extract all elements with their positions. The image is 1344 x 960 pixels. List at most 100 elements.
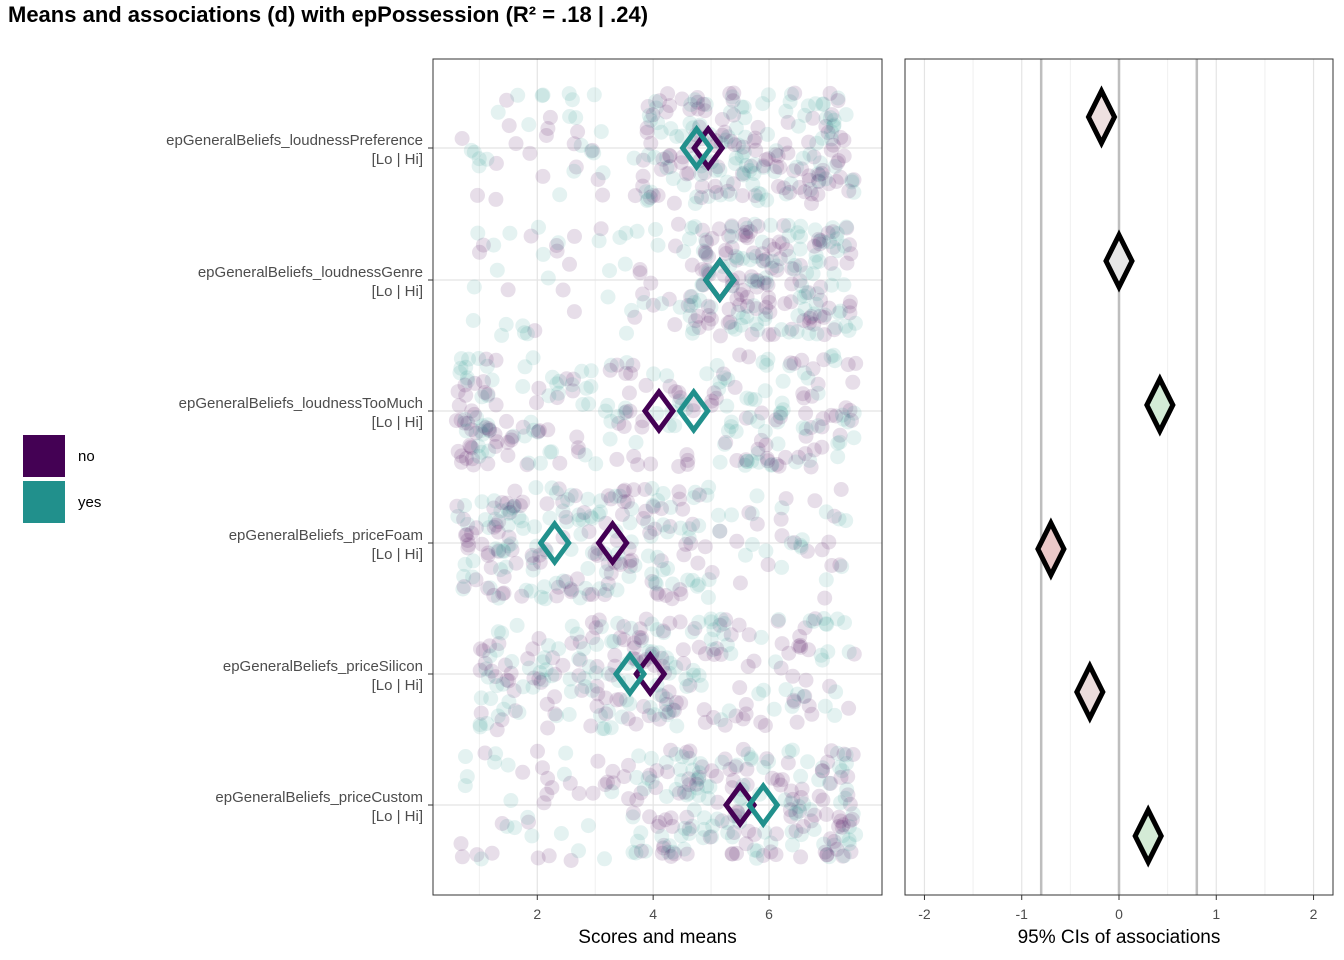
score-point [684,257,700,273]
score-point [622,553,638,569]
score-point [680,572,696,588]
score-point [673,586,689,602]
score-point [784,276,800,292]
score-point [494,816,510,831]
score-point [691,769,707,785]
score-point [659,150,675,166]
score-point [581,396,597,412]
score-point [685,321,701,337]
score-point [735,282,751,298]
score-point [475,643,491,659]
score-point [821,534,837,550]
score-point [490,104,506,120]
score-point [792,803,808,819]
score-point [801,698,817,714]
score-point [818,110,834,126]
score-point [454,131,470,146]
score-point [815,792,831,808]
score-point [648,94,664,109]
score-point [662,378,678,394]
score-point [506,428,521,444]
score-point [685,516,701,532]
score-point [755,158,771,174]
score-point [815,760,830,776]
score-point [650,115,666,131]
score-point [816,611,832,626]
score-point [827,159,843,174]
score-point [738,410,754,426]
score-point [750,193,766,209]
score-point [508,136,524,152]
score-point [810,376,826,392]
score-point [665,576,681,592]
score-point [626,448,642,464]
score-point [552,455,568,471]
score-point [465,569,481,585]
y-category-sublabel: [Lo | Hi] [372,677,423,694]
score-point [834,819,850,835]
score-point [744,272,760,288]
score-point [781,248,797,264]
score-point [551,579,566,595]
score-point [737,129,753,145]
score-point [739,390,755,406]
score-point [684,325,700,341]
score-point [641,108,657,123]
score-point [773,511,789,527]
score-point [748,316,764,332]
associations-x-tick-label: 0 [1115,906,1123,922]
score-point [782,94,798,110]
score-point [604,784,620,800]
score-point [749,488,765,504]
score-point [777,136,793,152]
score-point [495,586,511,602]
score-point [655,623,671,639]
score-point [802,310,818,326]
score-point [743,158,759,174]
score-point [624,501,640,517]
score-point [620,494,635,510]
score-point [628,716,644,732]
score-point [473,705,489,721]
score-point [672,614,688,630]
score-point [617,400,633,416]
score-point [801,168,817,184]
score-point [841,183,857,199]
score-point [679,456,695,472]
score-point [662,519,678,534]
score-point [453,412,469,428]
score-point [823,349,839,365]
score-point [724,240,740,256]
score-point [500,517,516,533]
score-point [569,626,585,642]
score-point [602,263,617,279]
score-point [500,757,516,773]
score-point [694,262,710,277]
score-point [478,351,494,367]
chart-title: Means and associations (d) with epPosses… [8,2,649,27]
score-point [773,777,789,793]
score-point [753,186,769,202]
score-point [695,222,711,238]
score-point [562,581,578,597]
score-point [842,305,858,321]
score-point [458,359,474,375]
score-point [681,777,697,793]
score-point [843,844,859,860]
score-point [463,142,479,158]
score-point [672,491,688,507]
score-point [842,294,858,310]
score-point [816,352,832,368]
score-point [477,385,493,400]
score-point [738,836,754,852]
score-point [586,145,602,161]
score-point [564,635,580,651]
score-point [733,317,749,333]
score-point [766,701,782,717]
score-point [781,645,797,661]
score-point [846,405,862,421]
score-point [541,848,557,864]
score-point [644,774,660,790]
y-category-label: epGeneralBeliefs_loudnessPreference [166,132,423,149]
score-point [764,253,780,269]
